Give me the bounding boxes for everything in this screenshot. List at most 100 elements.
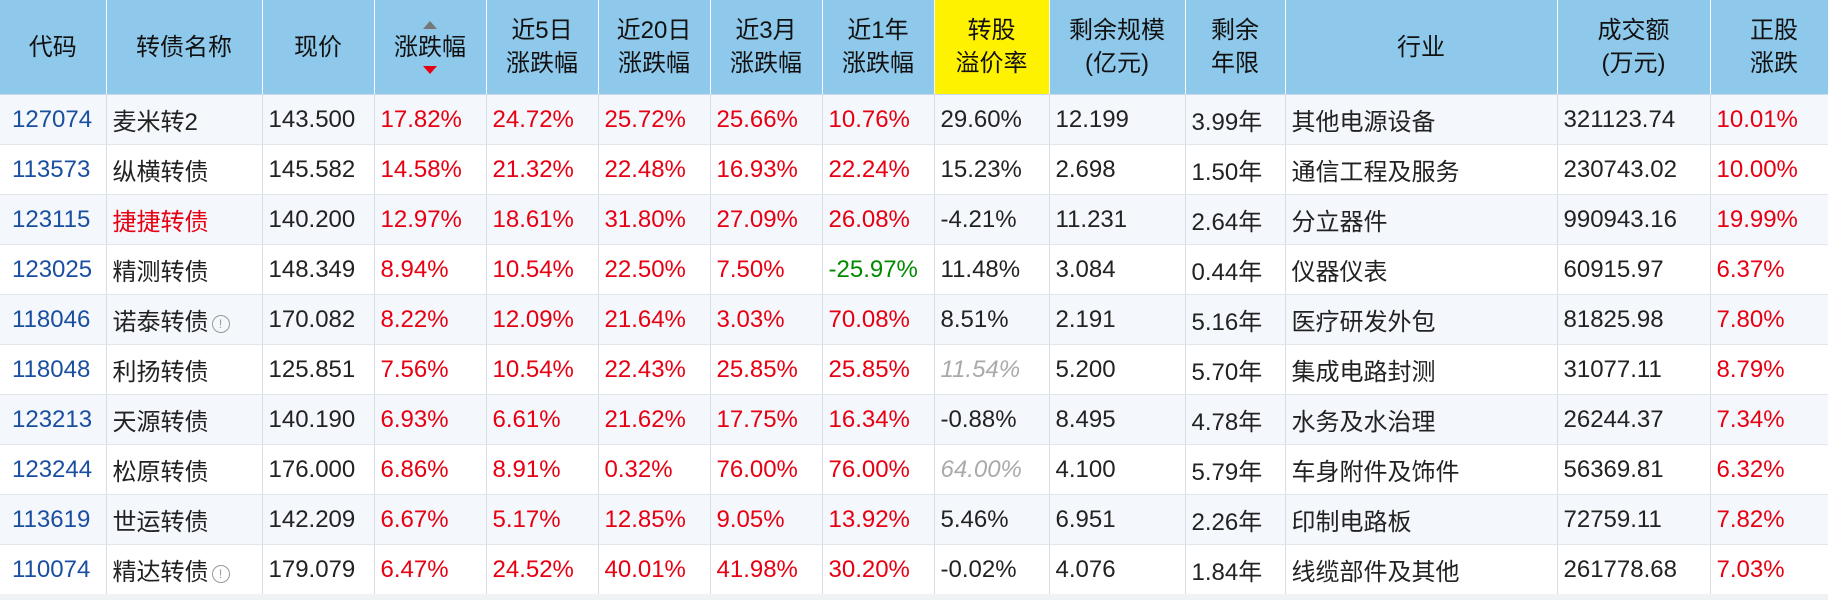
header-change[interactable]: 涨跌幅	[374, 0, 487, 95]
bond-code-link[interactable]: 113619	[0, 494, 107, 545]
bond-3m-change: 9.05%	[710, 494, 823, 545]
table-row[interactable]: 127074 麦米转2 143.500 17.82% 24.72% 25.72%…	[0, 94, 1828, 145]
sort-asc-icon[interactable]	[423, 20, 437, 29]
bond-industry: 通信工程及服务	[1285, 144, 1558, 195]
table-row[interactable]: 123213 天源转债 140.190 6.93% 6.61% 21.62% 1…	[0, 394, 1828, 445]
bond-name[interactable]: 纵横转债	[106, 144, 263, 195]
table-row[interactable]: 123115 捷捷转债 140.200 12.97% 18.61% 31.80%…	[0, 194, 1828, 245]
bond-price: 140.200	[262, 194, 375, 245]
bond-code-link[interactable]: 123244	[0, 444, 107, 495]
bond-name[interactable]: 世运转债	[106, 494, 263, 545]
bond-remaining-years: 2.26年	[1185, 494, 1286, 545]
header-premium-rate[interactable]: 转股 溢价率	[934, 0, 1050, 95]
bond-name[interactable]: 精测转债	[106, 244, 263, 295]
bond-name[interactable]: 松原转债	[106, 444, 263, 495]
header-1y-change[interactable]: 近1年 涨跌幅	[822, 0, 935, 95]
bond-remaining-scale: 12.199	[1049, 94, 1186, 145]
bond-turnover: 26244.37	[1557, 394, 1711, 445]
bond-change: 6.93%	[374, 394, 487, 445]
bond-price: 140.190	[262, 394, 375, 445]
bond-3m-change: 3.03%	[710, 294, 823, 345]
bond-3m-change: 41.98%	[710, 544, 823, 595]
sort-desc-icon[interactable]	[423, 65, 437, 74]
bond-1y-change: 13.92%	[822, 494, 935, 545]
bond-1y-change: 16.34%	[822, 394, 935, 445]
bond-code-link[interactable]: 123025	[0, 244, 107, 295]
header-stock-change[interactable]: 正股 涨跌	[1710, 0, 1828, 95]
bond-5d-change: 12.09%	[486, 294, 599, 345]
bond-price: 148.349	[262, 244, 375, 295]
bond-name-cell[interactable]: 诺泰转债!	[106, 294, 263, 345]
bond-name[interactable]: 利扬转债	[106, 344, 263, 395]
bond-name-cell[interactable]: 精达转债!	[106, 544, 263, 595]
bond-20d-change: 22.43%	[598, 344, 711, 395]
bond-name[interactable]: 麦米转2	[106, 94, 263, 145]
bond-price: 176.000	[262, 444, 375, 495]
bond-5d-change: 6.61%	[486, 394, 599, 445]
table-row[interactable]: 123025 精测转债 148.349 8.94% 10.54% 22.50% …	[0, 244, 1828, 295]
header-5d-change[interactable]: 近5日 涨跌幅	[486, 0, 599, 95]
table-row[interactable]: 110074 精达转债! 179.079 6.47% 24.52% 40.01%…	[0, 544, 1828, 595]
bond-code-link[interactable]: 118048	[0, 344, 107, 395]
bond-code-link[interactable]: 110074	[0, 544, 107, 595]
stock-change: 6.37%	[1710, 244, 1828, 295]
bond-change: 8.94%	[374, 244, 487, 295]
bond-code-link[interactable]: 123115	[0, 194, 107, 245]
bond-code-link[interactable]: 123213	[0, 394, 107, 445]
table-row[interactable]: 113619 世运转债 142.209 6.67% 5.17% 12.85% 9…	[0, 494, 1828, 545]
table-row[interactable]: 113573 纵横转债 145.582 14.58% 21.32% 22.48%…	[0, 144, 1828, 195]
bond-name[interactable]: 捷捷转债	[106, 194, 263, 245]
header-name[interactable]: 转债名称	[106, 0, 263, 95]
table-row[interactable]: 123244 松原转债 176.000 6.86% 8.91% 0.32% 76…	[0, 444, 1828, 495]
bond-change: 6.67%	[374, 494, 487, 545]
bond-premium-rate: 11.54%	[934, 344, 1050, 395]
table-row[interactable]: 118046 诺泰转债! 170.082 8.22% 12.09% 21.64%…	[0, 294, 1828, 345]
stock-change: 7.03%	[1710, 544, 1828, 595]
bond-code-link[interactable]: 113573	[0, 144, 107, 195]
bond-20d-change: 31.80%	[598, 194, 711, 245]
header-industry[interactable]: 行业	[1285, 0, 1558, 95]
stock-change: 7.34%	[1710, 394, 1828, 445]
bond-code-link[interactable]: 118046	[0, 294, 107, 345]
bond-20d-change: 22.48%	[598, 144, 711, 195]
header-3m-change[interactable]: 近3月 涨跌幅	[710, 0, 823, 95]
header-remaining-years[interactable]: 剩余 年限	[1185, 0, 1286, 95]
header-20d-change[interactable]: 近20日 涨跌幅	[598, 0, 711, 95]
bond-premium-rate: 5.46%	[934, 494, 1050, 545]
bond-20d-change: 22.50%	[598, 244, 711, 295]
bond-20d-change: 25.72%	[598, 94, 711, 145]
bond-code-link[interactable]: 127074	[0, 94, 107, 145]
bond-name[interactable]: 天源转债	[106, 394, 263, 445]
bond-price: 179.079	[262, 544, 375, 595]
header-turnover[interactable]: 成交额 (万元)	[1557, 0, 1711, 95]
bond-5d-change: 24.72%	[486, 94, 599, 145]
bond-5d-change: 24.52%	[486, 544, 599, 595]
info-icon[interactable]: !	[211, 565, 230, 583]
bond-1y-change: 25.85%	[822, 344, 935, 395]
bond-industry: 水务及水治理	[1285, 394, 1558, 445]
header-price[interactable]: 现价	[262, 0, 375, 95]
bond-premium-rate: -0.88%	[934, 394, 1050, 445]
bond-5d-change: 21.32%	[486, 144, 599, 195]
info-icon[interactable]: !	[211, 315, 230, 333]
bond-turnover: 261778.68	[1557, 544, 1711, 595]
header-code[interactable]: 代码	[0, 0, 107, 95]
bond-industry: 医疗研发外包	[1285, 294, 1558, 345]
bond-1y-change: -25.97%	[822, 244, 935, 295]
bond-price: 145.582	[262, 144, 375, 195]
bond-remaining-scale: 4.076	[1049, 544, 1186, 595]
bond-remaining-scale: 4.100	[1049, 444, 1186, 495]
bond-price: 125.851	[262, 344, 375, 395]
bond-name[interactable]: 精达转债	[112, 559, 209, 586]
bond-industry: 分立器件	[1285, 194, 1558, 245]
bond-3m-change: 16.93%	[710, 144, 823, 195]
bond-industry: 集成电路封测	[1285, 344, 1558, 395]
header-remaining-scale[interactable]: 剩余规模 (亿元)	[1049, 0, 1186, 95]
bond-name[interactable]: 诺泰转债	[112, 309, 209, 336]
bond-3m-change: 76.00%	[710, 444, 823, 495]
bond-5d-change: 18.61%	[486, 194, 599, 245]
table-row[interactable]: 118048 利扬转债 125.851 7.56% 10.54% 22.43% …	[0, 344, 1828, 395]
stock-change: 7.80%	[1710, 294, 1828, 345]
bond-remaining-years: 2.64年	[1185, 194, 1286, 245]
